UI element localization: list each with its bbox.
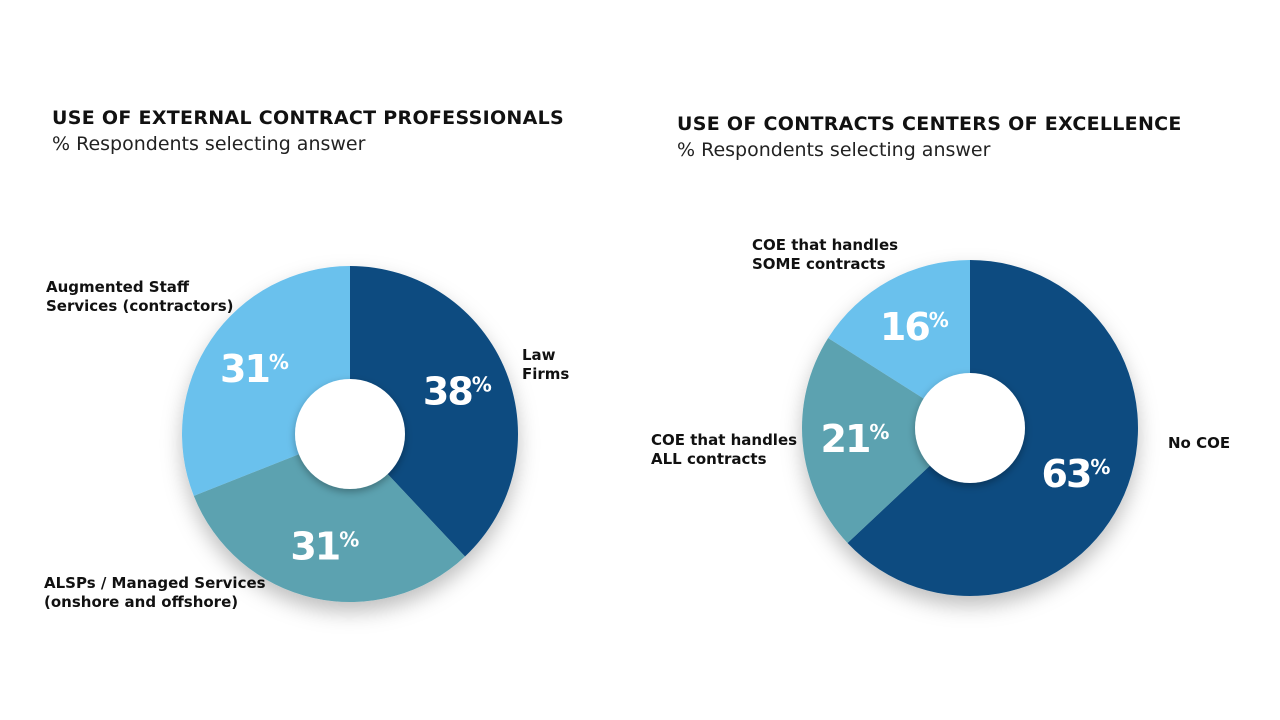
slice-1-1: [350, 266, 518, 557]
value-label-1-1: 38%: [423, 369, 492, 413]
donut-chart-1: [182, 266, 518, 602]
label-law-firms: Law Firms: [522, 346, 570, 383]
value-label-2-3: 16%: [880, 305, 949, 349]
chart2-subtitle: % Respondents selecting answer: [677, 139, 991, 161]
value-label-1-2: 31%: [290, 525, 359, 569]
chart1-subtitle: % Respondents selecting answer: [52, 133, 366, 155]
donut-hole-1: [295, 379, 405, 489]
label-augmented-staff: Augmented Staff Services (contractors): [46, 278, 234, 315]
donut-hole-2: [915, 373, 1025, 483]
chart1-title: USE OF EXTERNAL CONTRACT PROFESSIONALS: [52, 107, 564, 129]
value-label-2-2: 21%: [821, 417, 890, 461]
label-coe-some: COE that handles SOME contracts: [752, 236, 899, 273]
label-alsps: ALSPs / Managed Services (onshore and off…: [44, 574, 266, 611]
slice-2-2: [802, 337, 970, 544]
value-label-1-3: 31%: [220, 347, 289, 391]
label-coe-all: COE that handles ALL contracts: [651, 431, 798, 468]
value-label-2-1: 63%: [1042, 452, 1111, 496]
label-no-coe: No COE: [1168, 434, 1231, 452]
chart2-title: USE OF CONTRACTS CENTERS OF EXCELLENCE: [677, 113, 1182, 135]
slice-1-2: [193, 434, 466, 602]
